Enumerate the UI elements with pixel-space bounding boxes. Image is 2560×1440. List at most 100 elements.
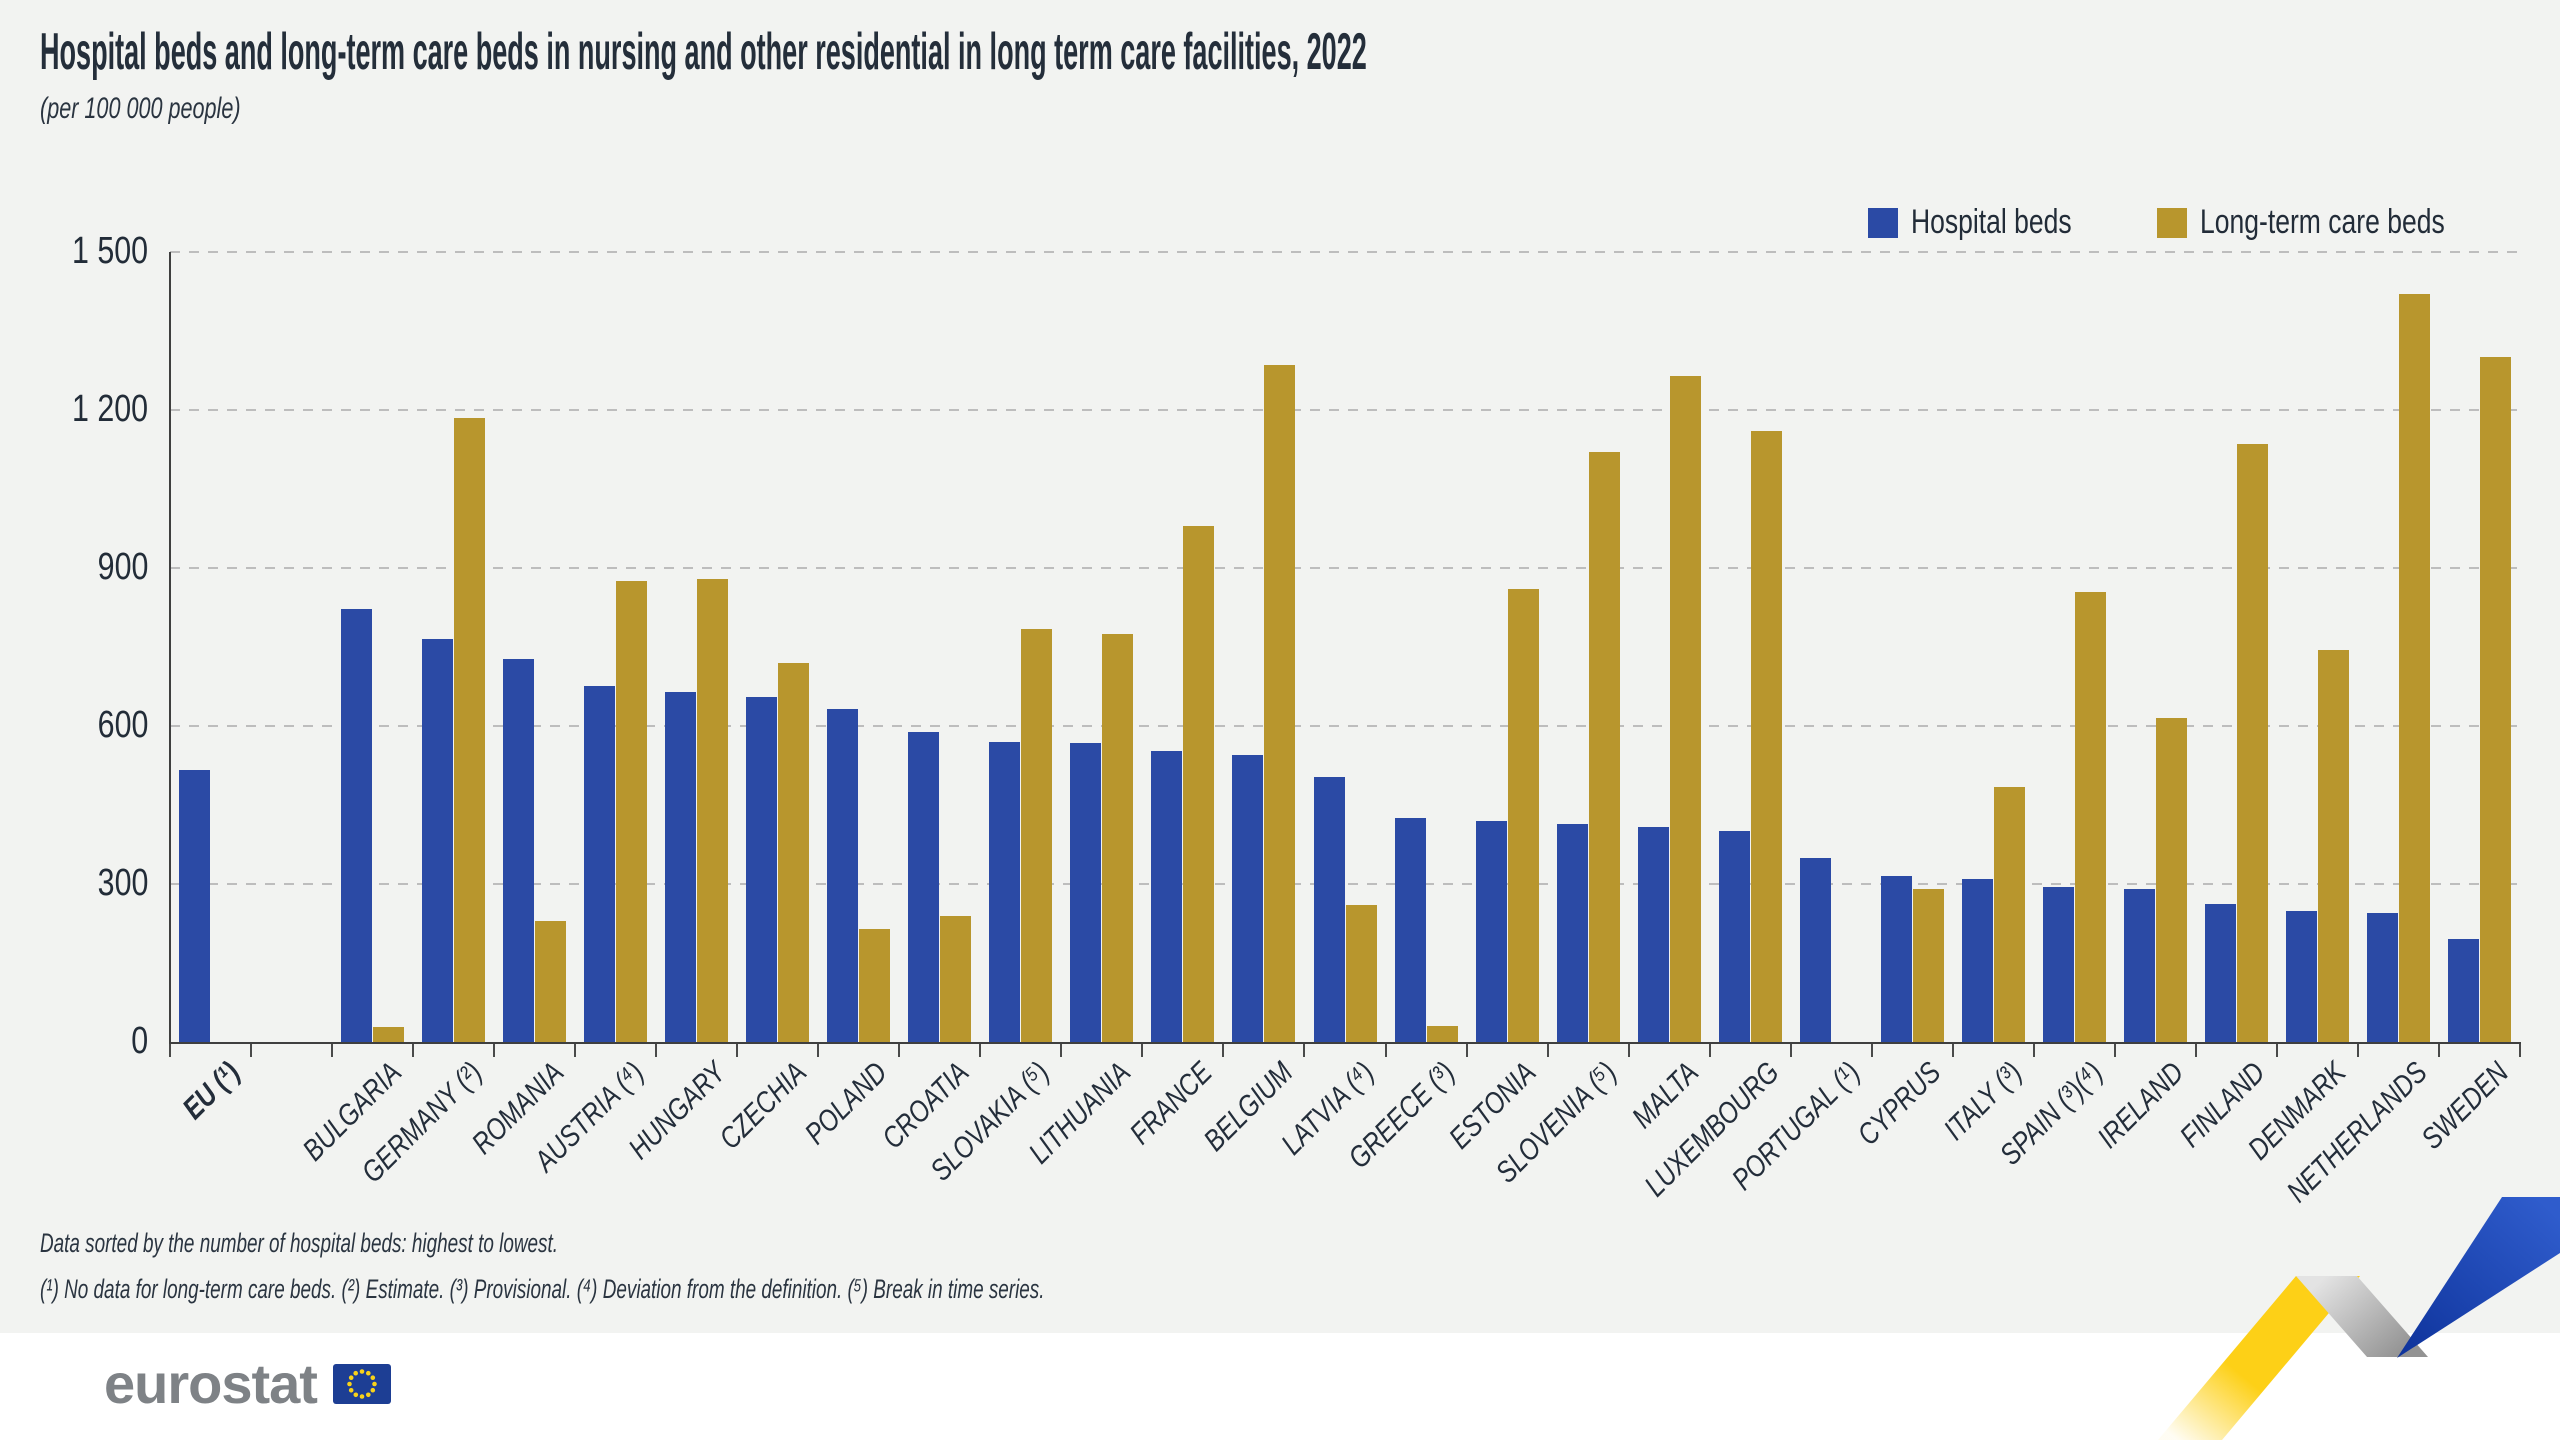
legend-item: Long-term care beds [2157, 203, 2514, 242]
bar-hospital-beds [908, 732, 940, 1042]
y-axis-label: 300 [97, 862, 148, 904]
bar-hospital-beds [341, 608, 373, 1042]
eu-flag-icon [332, 1364, 391, 1404]
bar-long-term-care-beds [1507, 589, 1539, 1042]
bar-hospital-beds [2285, 910, 2317, 1042]
axis-tick [898, 1044, 901, 1057]
bar-hospital-beds [1880, 876, 1912, 1042]
legend: Hospital beds Long-term care beds [1868, 203, 2514, 242]
footnotes: Data sorted by the number of hospital be… [40, 1228, 1475, 1320]
bar-long-term-care-beds [2074, 591, 2106, 1042]
legend-label: Long-term care beds [2200, 203, 2445, 241]
axis-tick [1951, 1044, 1954, 1057]
bottom-white-band [0, 1333, 2560, 1440]
y-axis [169, 252, 171, 1044]
bar-long-term-care-beds [1264, 365, 1296, 1042]
bar-hospital-beds [827, 709, 859, 1042]
bar-long-term-care-beds [1102, 633, 1134, 1042]
axis-tick [574, 1044, 577, 1057]
axis-tick [250, 1044, 253, 1057]
page-title: Hospital beds and long-term care beds in… [40, 22, 2560, 82]
bar-long-term-care-beds [1183, 525, 1215, 1042]
bar-long-term-care-beds [616, 581, 648, 1042]
bar-hospital-beds [2123, 888, 2155, 1042]
axis-tick [736, 1044, 739, 1057]
axis-tick [1627, 1044, 1630, 1057]
bar-long-term-care-beds [1993, 786, 2025, 1042]
bar-hospital-beds [1151, 750, 1183, 1042]
axis-tick [1222, 1044, 1225, 1057]
ribbon-gray-fold [2296, 1276, 2428, 1357]
axis-tick [1141, 1044, 1144, 1057]
bar-long-term-care-beds [454, 417, 486, 1042]
y-axis-label: 0 [131, 1020, 148, 1062]
bar-long-term-care-beds [1750, 431, 1782, 1042]
gridline [170, 567, 2520, 569]
axis-tick [2194, 1044, 2197, 1057]
bar-long-term-care-beds [2236, 444, 2268, 1042]
footnote-flags: (¹) No data for long-term care beds. (²)… [40, 1274, 1045, 1304]
bar-long-term-care-beds [1588, 452, 1620, 1042]
chart-title: Hospital beds and long-term care beds in… [40, 23, 1367, 81]
bar-long-term-care-beds [1426, 1026, 1458, 1042]
bar-hospital-beds [179, 770, 211, 1042]
legend-item: Hospital beds [1868, 203, 2117, 242]
axis-tick [979, 1044, 982, 1057]
bar-hospital-beds [1232, 754, 1264, 1042]
bar-hospital-beds [2204, 904, 2236, 1042]
bar-hospital-beds [2366, 912, 2398, 1042]
bar-long-term-care-beds [1345, 905, 1377, 1042]
bar-long-term-care-beds [778, 662, 810, 1042]
y-axis-label: 600 [97, 704, 148, 746]
bar-hospital-beds [1637, 827, 1669, 1042]
y-axis-label: 1 200 [71, 388, 148, 430]
bar-hospital-beds [1718, 831, 1750, 1042]
bar-long-term-care-beds [535, 920, 567, 1042]
bar-hospital-beds [1961, 878, 1993, 1042]
bar-hospital-beds [2042, 886, 2074, 1042]
y-axis-label: 900 [97, 546, 148, 588]
axis-tick [2032, 1044, 2035, 1057]
chart-unit-label: (per 100 000 people) [40, 92, 241, 125]
axis-tick [2356, 1044, 2359, 1057]
bar-long-term-care-beds [2479, 357, 2511, 1042]
x-axis [169, 1042, 2521, 1044]
bar-long-term-care-beds [697, 578, 729, 1042]
y-axis-label: 1 500 [71, 230, 148, 272]
axis-tick [1546, 1044, 1549, 1057]
axis-tick [1870, 1044, 1873, 1057]
bar-hospital-beds [1394, 817, 1426, 1042]
axis-tick [493, 1044, 496, 1057]
bar-hospital-beds [665, 691, 697, 1042]
axis-tick [1384, 1044, 1387, 1057]
eurostat-logo: eurostat [104, 1356, 391, 1412]
bar-hospital-beds [422, 638, 454, 1042]
axis-tick [655, 1044, 658, 1057]
eurostat-logo-text: eurostat [104, 1352, 318, 1415]
axis-tick [2519, 1044, 2521, 1057]
x-axis-label: CZECHIA [713, 1056, 814, 1156]
x-axis-label: EU (¹) [176, 1056, 246, 1126]
bar-hospital-beds [989, 741, 1021, 1042]
bar-long-term-care-beds [859, 928, 891, 1042]
bar-long-term-care-beds [940, 915, 972, 1042]
gridline [170, 251, 2520, 253]
axis-tick [1060, 1044, 1063, 1057]
bar-hospital-beds [584, 685, 616, 1042]
axis-tick [1303, 1044, 1306, 1057]
bar-hospital-beds [1070, 742, 1102, 1042]
gridline [170, 725, 2520, 727]
axis-tick [169, 1044, 171, 1057]
bar-hospital-beds [2447, 938, 2479, 1042]
legend-label: Hospital beds [1911, 203, 2072, 241]
bar-hospital-beds [503, 658, 535, 1042]
legend-swatch-icon [2157, 207, 2188, 238]
gridline [170, 883, 2520, 885]
page-subtitle: (per 100 000 people) [40, 92, 319, 126]
ribbon-blue-band [2397, 1197, 2560, 1358]
footnote-sorting: Data sorted by the number of hospital be… [40, 1228, 558, 1258]
ribbon-yellow-band [2158, 1276, 2360, 1440]
axis-tick [2437, 1044, 2440, 1057]
bar-hospital-beds [1475, 820, 1507, 1042]
